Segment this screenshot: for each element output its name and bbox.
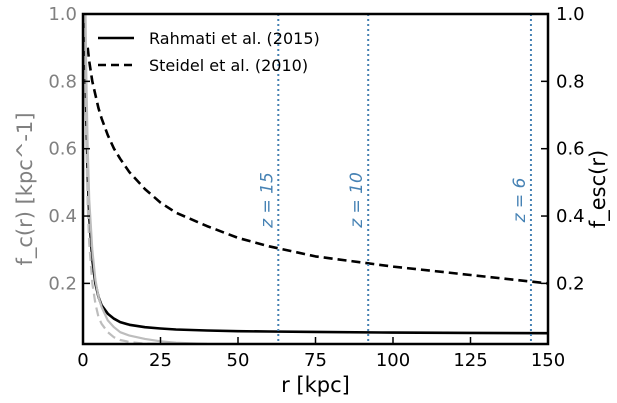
x-tick-label-5: 125 bbox=[453, 350, 487, 371]
x-tick-label-6: 150 bbox=[531, 350, 565, 371]
redshift-label-0: z = 15 bbox=[257, 172, 277, 229]
y-left-tick-label-2: 0.6 bbox=[48, 139, 77, 160]
legend-label-0: Rahmati et al. (2015) bbox=[149, 29, 320, 48]
y-left-tick-label-0: 0.2 bbox=[48, 273, 77, 294]
y-left-tick-label-3: 0.8 bbox=[48, 71, 77, 92]
x-tick-label-0: 0 bbox=[77, 350, 88, 371]
y-left-axis-label: f_c(r) [kpc^-1] bbox=[13, 112, 38, 265]
y-left-tick-label-1: 0.4 bbox=[48, 206, 77, 227]
y-right-tick-label-2: 0.6 bbox=[556, 139, 585, 160]
series-line-2 bbox=[84, 14, 208, 344]
x-tick-label-2: 50 bbox=[227, 350, 250, 371]
redshift-label-1: z = 10 bbox=[347, 172, 367, 229]
x-axis-label: r [kpc] bbox=[281, 373, 350, 397]
y-right-axis-label: f_esc(r) bbox=[586, 150, 611, 228]
x-tick-label-4: 100 bbox=[376, 350, 410, 371]
legend-label-1: Steidel et al. (2010) bbox=[149, 56, 308, 75]
plot-area bbox=[83, 14, 548, 344]
y-right-tick-label-4: 1.0 bbox=[556, 4, 585, 25]
redshift-label-2: z = 6 bbox=[510, 177, 530, 223]
x-tick-label-1: 25 bbox=[149, 350, 172, 371]
y-right-tick-label-0: 0.2 bbox=[556, 273, 585, 294]
y-left-tick-label-4: 1.0 bbox=[48, 4, 77, 25]
series-line-3 bbox=[83, 14, 161, 344]
y-right-tick-label-3: 0.8 bbox=[556, 71, 585, 92]
series-line-1 bbox=[86, 47, 548, 285]
y-right-tick-label-1: 0.4 bbox=[556, 206, 585, 227]
x-tick-label-3: 75 bbox=[304, 350, 327, 371]
